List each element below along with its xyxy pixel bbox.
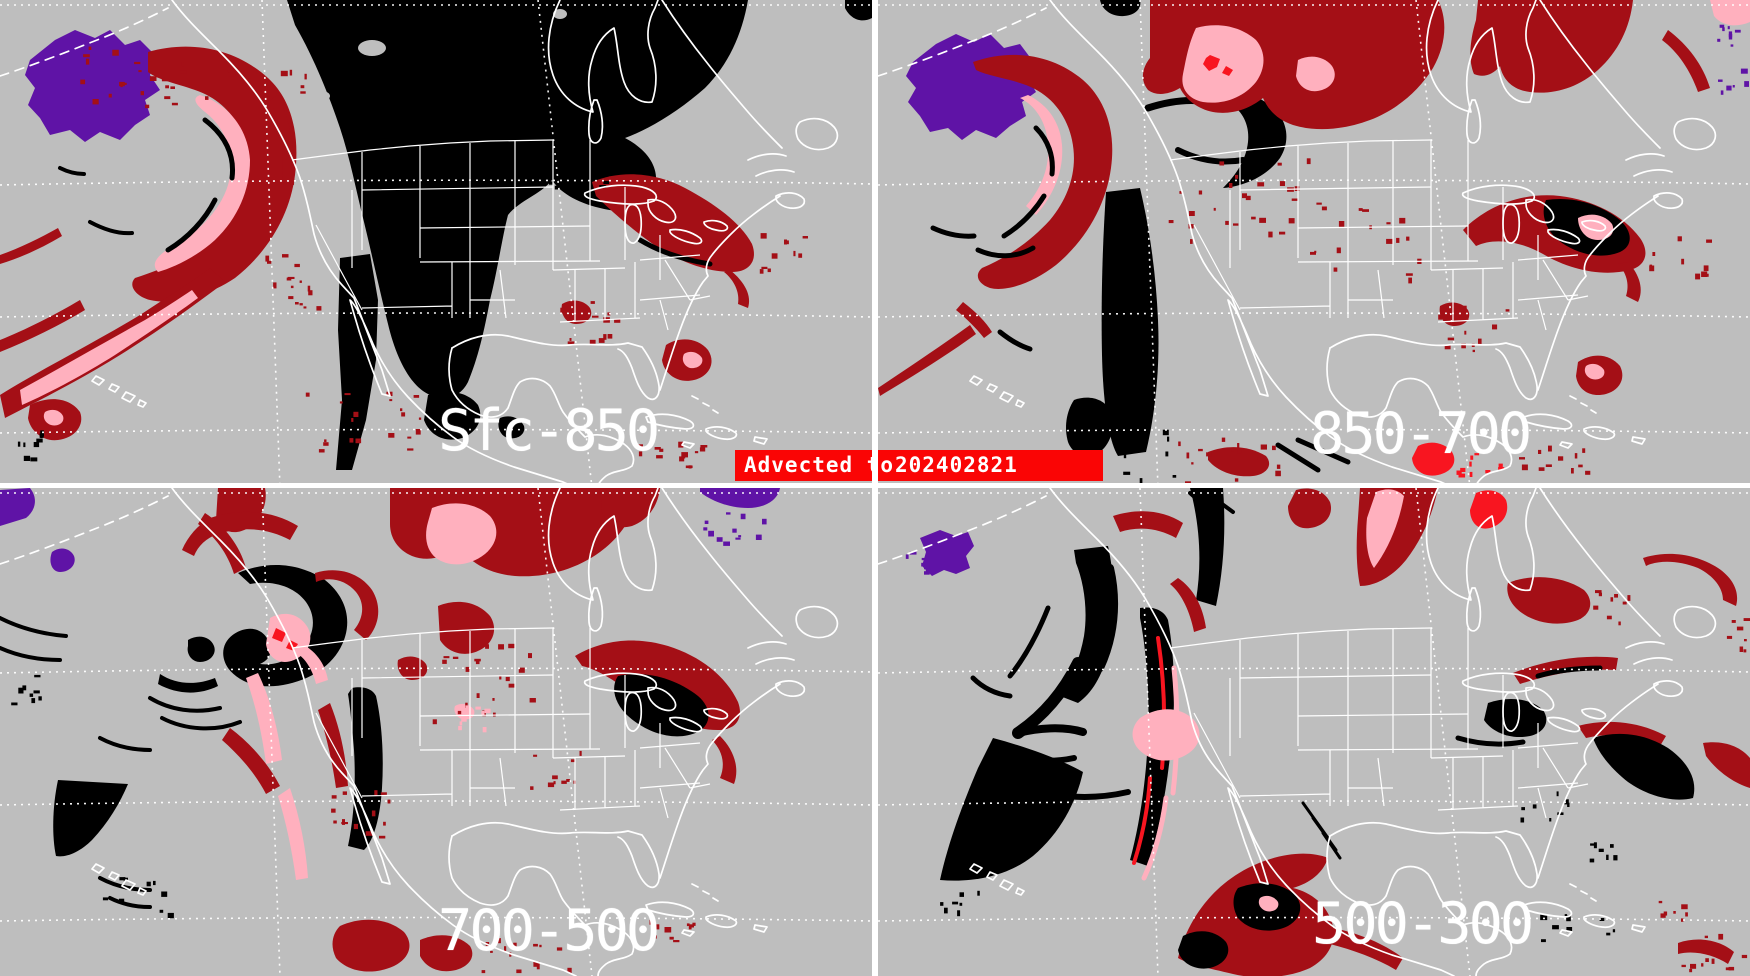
map-canvas-850-700 [878,0,1750,483]
panel-label-850-700: 850-700 [1310,401,1532,467]
panel-sfc-850 [0,0,872,483]
moisture-layer [0,488,780,972]
panel-700-500 [0,488,872,976]
panel-label-500-300: 500-300 [1312,891,1534,957]
map-canvas-700-500 [0,488,872,976]
banner-timestamp: 202402821 [895,453,1018,477]
map-canvas-500-300 [878,488,1750,976]
panel-label-sfc-850: Sfc-850 [438,398,660,464]
moisture-layer [920,488,1750,976]
panel-label-700-500: 700-500 [438,898,660,964]
moisture-layer [0,0,872,470]
moisture-layer [878,0,1750,477]
speckle-texture [11,512,767,974]
banner-label: Advected to [744,453,895,477]
advected-banner: Advected to 202402821 [735,450,1103,481]
panel-divider-vertical [872,0,878,976]
panel-850-700 [878,0,1750,483]
speckle-texture [1122,24,1749,483]
panel-500-300 [878,488,1750,976]
map-canvas-sfc-850 [0,0,872,483]
panel-divider-horizontal [0,483,1750,488]
